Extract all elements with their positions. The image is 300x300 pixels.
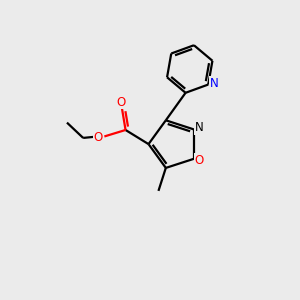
Text: N: N (210, 76, 218, 90)
Text: N: N (195, 122, 203, 134)
Text: O: O (117, 96, 126, 109)
Text: O: O (93, 130, 103, 143)
Text: O: O (194, 154, 204, 167)
